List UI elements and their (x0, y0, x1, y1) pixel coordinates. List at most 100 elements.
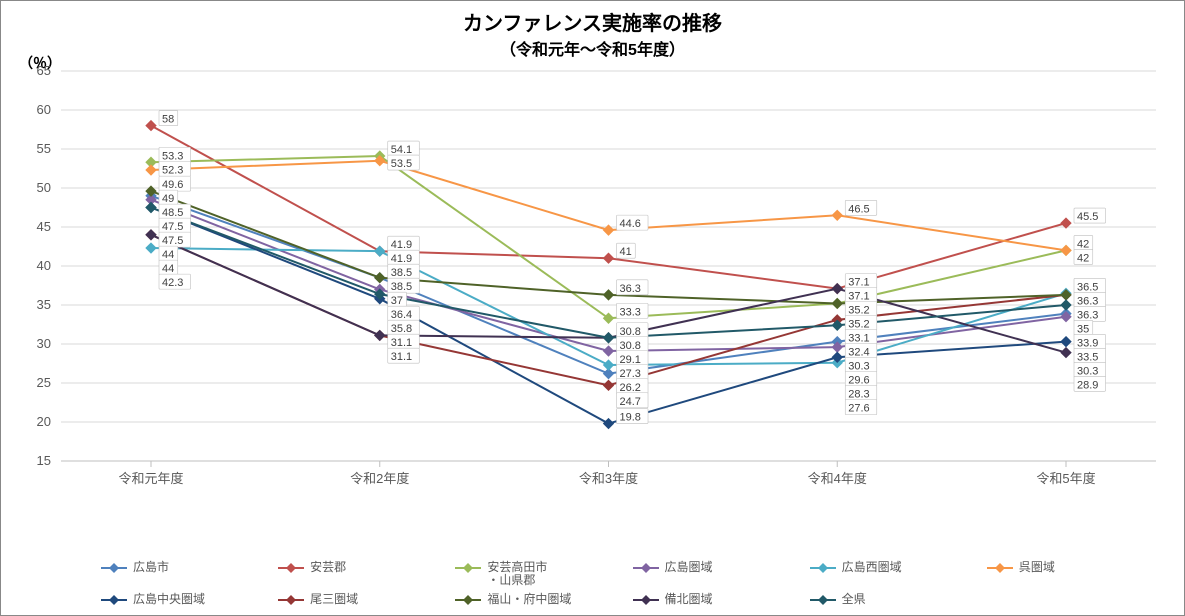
series-line (151, 161, 1066, 251)
svg-text:令和2年度: 令和2年度 (350, 471, 409, 486)
svg-text:37: 37 (391, 295, 403, 307)
series-line (151, 126, 1066, 289)
svg-text:26.2: 26.2 (620, 382, 641, 394)
data-label: 31.1 (388, 334, 420, 349)
series-marker (604, 380, 614, 390)
svg-text:35: 35 (37, 297, 51, 312)
svg-text:36.3: 36.3 (1077, 295, 1098, 307)
data-label: 33.3 (617, 303, 649, 318)
data-label: 49 (159, 190, 178, 205)
data-label: 36.4 (388, 306, 420, 321)
series-marker (146, 243, 156, 253)
data-label: 36.5 (1074, 278, 1106, 293)
data-label: 44 (159, 246, 178, 261)
data-label: 36.3 (617, 280, 649, 295)
legend: 広島市 安芸郡 安芸高田市・山県郡 広島圏域 広島西圏域 呉圏域 広島中央圏域 … (101, 561, 1164, 607)
svg-text:38.5: 38.5 (391, 281, 412, 293)
svg-text:令和4年度: 令和4年度 (808, 471, 867, 486)
svg-text:33.1: 33.1 (848, 333, 869, 345)
svg-text:42: 42 (1077, 252, 1089, 264)
svg-text:27.3: 27.3 (620, 368, 641, 380)
svg-text:41.9: 41.9 (391, 253, 412, 265)
legend-item: 安芸高田市・山県郡 (455, 561, 632, 587)
data-label: 35.8 (388, 320, 420, 335)
svg-text:15: 15 (37, 453, 51, 468)
svg-text:28.3: 28.3 (848, 389, 869, 401)
legend-swatch (278, 561, 304, 575)
data-label: 35.2 (845, 302, 877, 317)
series-marker (604, 333, 614, 343)
legend-label: 広島市 (133, 561, 169, 574)
svg-text:30.8: 30.8 (620, 326, 641, 338)
series-marker (604, 290, 614, 300)
series-marker (375, 246, 385, 256)
svg-text:48.5: 48.5 (162, 207, 183, 219)
series-marker (832, 298, 842, 308)
data-label: 31.1 (388, 348, 420, 363)
series-marker (1061, 245, 1071, 255)
plot-area: 1520253035404550556065令和元年度令和2年度令和3年度令和4… (61, 71, 1156, 501)
data-label: 27.6 (845, 400, 877, 415)
svg-text:36.3: 36.3 (1077, 309, 1098, 321)
svg-text:35: 35 (1077, 323, 1089, 335)
svg-text:30.8: 30.8 (620, 340, 641, 352)
data-label: 35 (1074, 320, 1093, 335)
data-label: 37.1 (845, 274, 877, 289)
data-label: 27.3 (617, 365, 649, 380)
series-marker (1061, 300, 1071, 310)
svg-text:55: 55 (37, 141, 51, 156)
series-marker (375, 330, 385, 340)
data-label: 33.1 (845, 330, 877, 345)
legend-swatch (278, 593, 304, 607)
svg-text:35.8: 35.8 (391, 323, 412, 335)
data-label: 28.9 (1074, 376, 1106, 391)
series-marker (146, 230, 156, 240)
data-label: 41 (617, 243, 636, 258)
series-marker (146, 165, 156, 175)
svg-text:65: 65 (37, 63, 51, 78)
svg-text:令和5年度: 令和5年度 (1036, 471, 1095, 486)
data-label: 37 (388, 292, 407, 307)
legend-swatch (987, 561, 1013, 575)
series-marker (832, 210, 842, 220)
chart-title: カンファレンス実施率の推移 (1, 1, 1184, 36)
data-label: 35.2 (845, 316, 877, 331)
legend-label: 広島圏域 (665, 561, 713, 574)
data-label: 41.9 (388, 236, 420, 251)
svg-text:60: 60 (37, 102, 51, 117)
data-label: 37.1 (845, 288, 877, 303)
series-marker (146, 121, 156, 131)
data-label: 44.6 (617, 215, 649, 230)
svg-text:28.9: 28.9 (1077, 379, 1098, 391)
svg-text:47.5: 47.5 (162, 235, 183, 247)
svg-text:33.5: 33.5 (1077, 351, 1098, 363)
chart-container: カンファレンス実施率の推移 （令和元年～令和5年度） （％） 152025303… (0, 0, 1185, 616)
svg-text:19.8: 19.8 (620, 412, 641, 424)
svg-text:42: 42 (1077, 238, 1089, 250)
data-label: 38.5 (388, 264, 420, 279)
svg-text:35.2: 35.2 (848, 305, 869, 317)
svg-text:30: 30 (37, 336, 51, 351)
data-label: 24.7 (617, 393, 649, 408)
legend-label: 福山・府中圏域 (487, 593, 571, 606)
legend-item: 尾三圏域 (278, 593, 455, 607)
svg-text:45: 45 (37, 219, 51, 234)
svg-text:44: 44 (162, 263, 174, 275)
data-label: 54.1 (388, 141, 420, 156)
legend-label: 呉圏域 (1019, 561, 1055, 574)
data-label: 28.3 (845, 386, 877, 401)
data-label: 53.5 (388, 155, 420, 170)
series-line (151, 191, 1066, 303)
data-label: 42 (1074, 235, 1093, 250)
data-label: 36.3 (1074, 306, 1106, 321)
svg-text:41: 41 (620, 246, 632, 258)
legend-swatch (810, 593, 836, 607)
data-label: 47.5 (159, 232, 191, 247)
data-label: 30.8 (617, 337, 649, 352)
data-label: 41.9 (388, 250, 420, 265)
legend-swatch (455, 593, 481, 607)
legend-label: 広島中央圏域 (133, 593, 205, 606)
svg-text:42.3: 42.3 (162, 277, 183, 289)
svg-text:25: 25 (37, 375, 51, 390)
legend-label: 全県 (842, 593, 866, 606)
